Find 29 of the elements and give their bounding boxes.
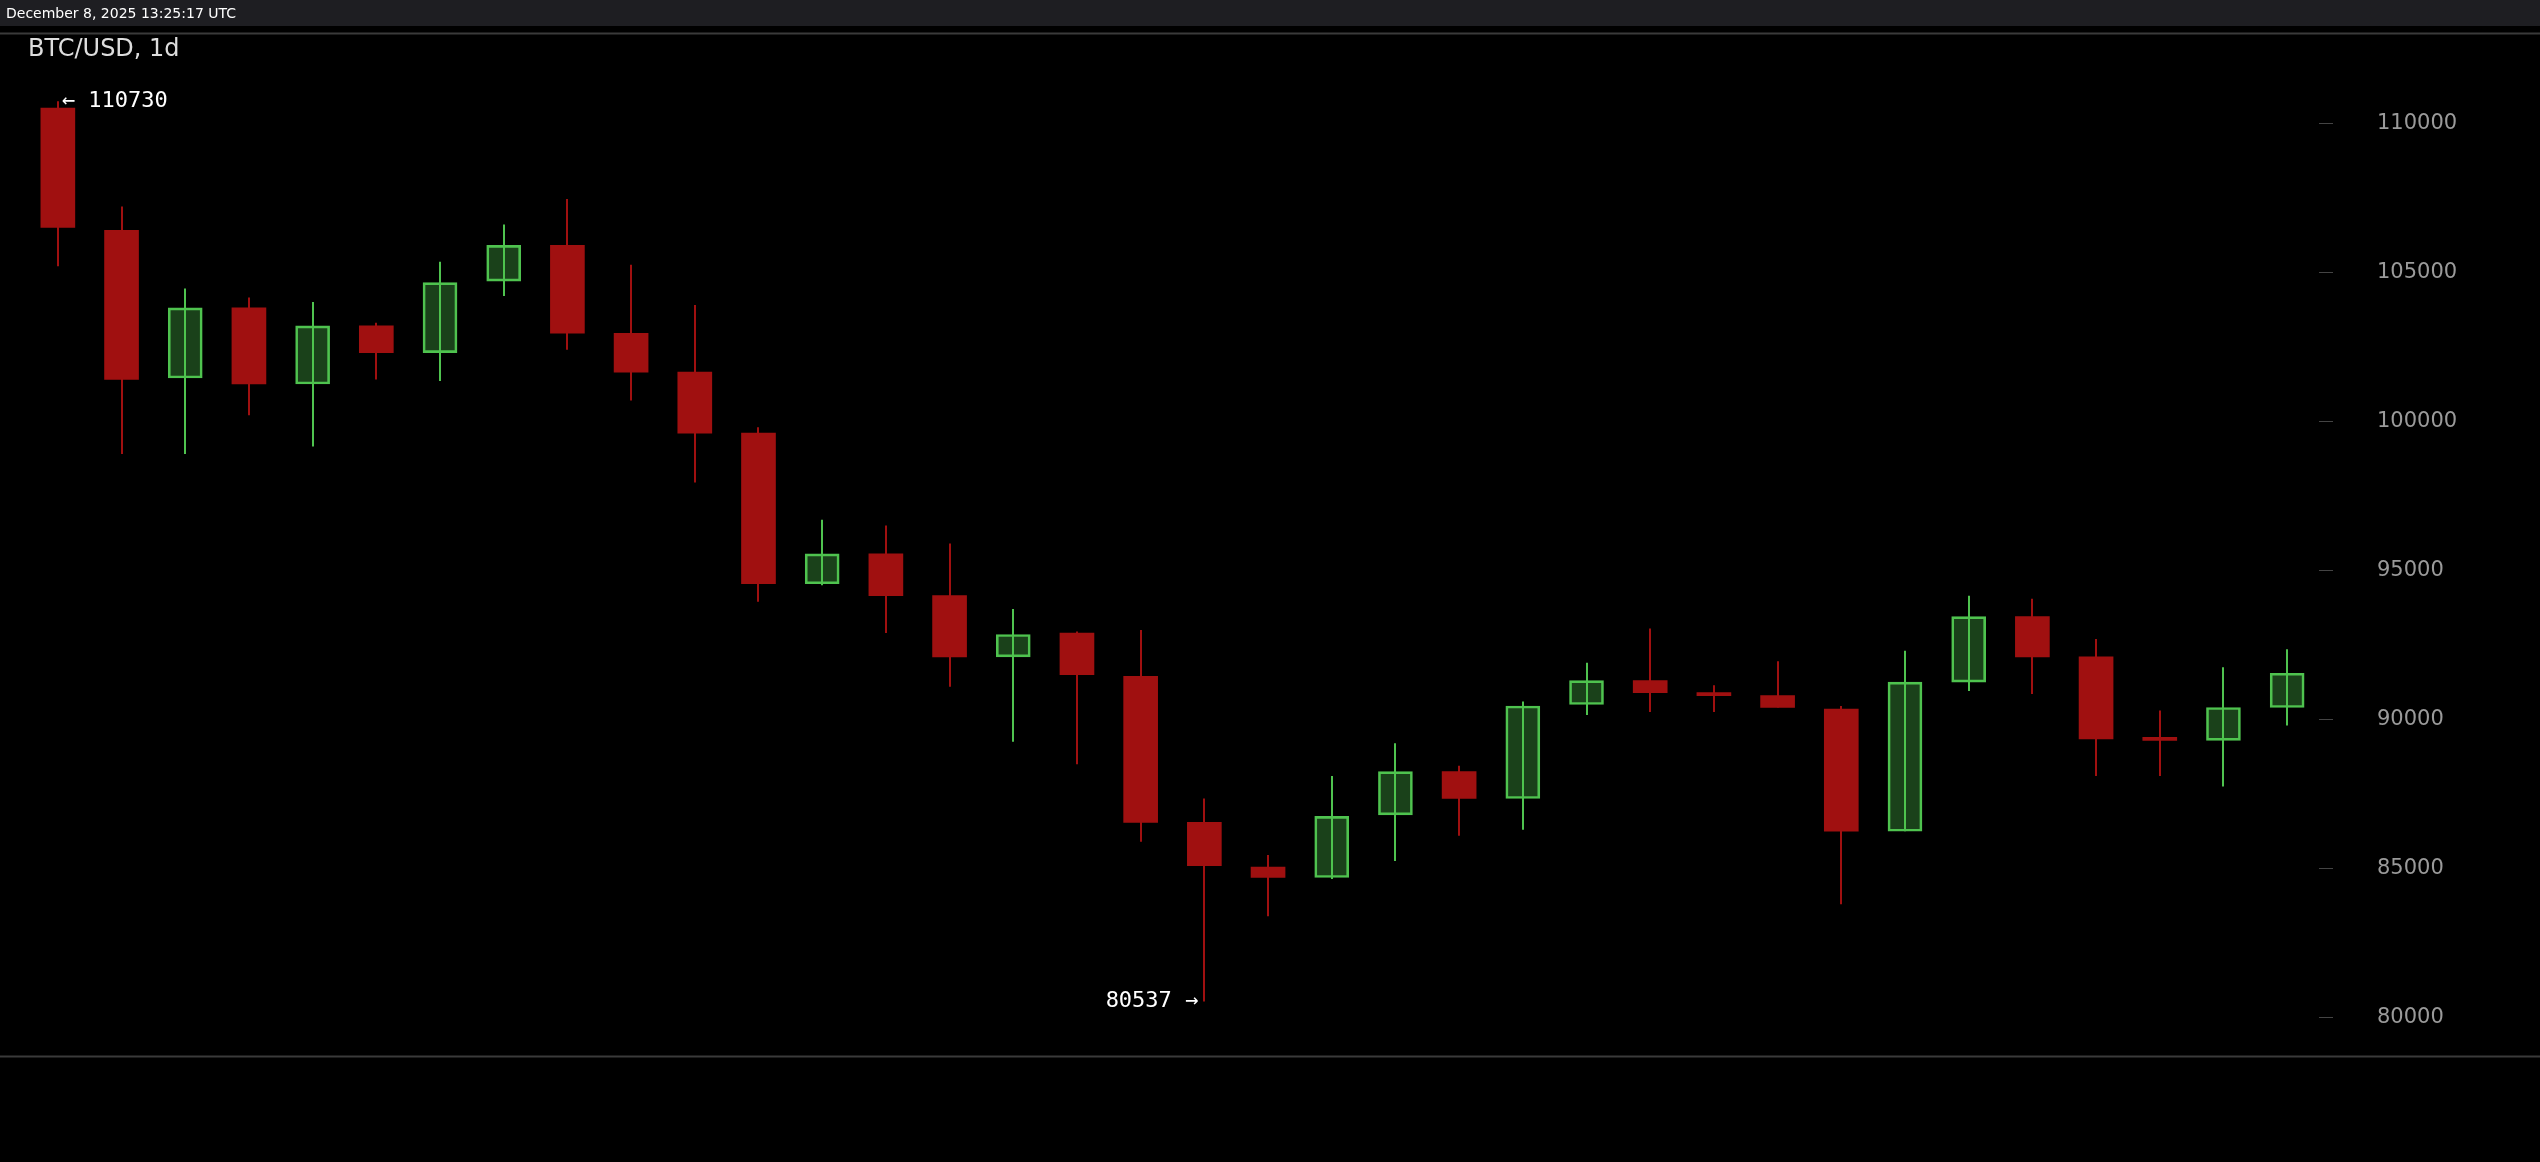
y-tick-label: 90000: [2377, 705, 2444, 730]
y-tick-label: 105000: [2377, 258, 2458, 283]
candlestick: [167, 287, 203, 456]
y-tick-label: 85000: [2377, 854, 2444, 879]
candlestick: [2269, 648, 2305, 727]
candlestick: [995, 608, 1031, 743]
candlestick: [1314, 775, 1350, 880]
chart-title: BTC/USD, 1d: [28, 34, 180, 63]
annotation: 80537 →: [1105, 987, 1199, 1013]
candlestick: [2142, 709, 2178, 778]
y-tick-label: 95000: [2377, 556, 2444, 581]
candlestick: [486, 223, 522, 298]
candlestick: [2206, 666, 2241, 788]
candlestick: [1951, 594, 1987, 693]
candlestick: [1632, 627, 1668, 713]
candlestick: [1887, 649, 1923, 833]
candlestick: [1250, 854, 1286, 918]
candlestick: [804, 518, 840, 587]
candlestick: [422, 260, 458, 382]
annotation: ← 110730: [61, 87, 168, 113]
y-tick-label: 110000: [2377, 109, 2458, 134]
text: December 8, 2025 13:25:17 UTC: [6, 5, 237, 21]
candlestick: [1505, 700, 1541, 831]
y-tick-label: 80000: [2377, 1004, 2444, 1029]
candlestick: [1696, 684, 1732, 713]
y-tick-label: 100000: [2377, 407, 2458, 432]
candlestick: [1569, 661, 1604, 716]
candlestick: [295, 300, 330, 448]
candlestick: [1378, 742, 1413, 863]
